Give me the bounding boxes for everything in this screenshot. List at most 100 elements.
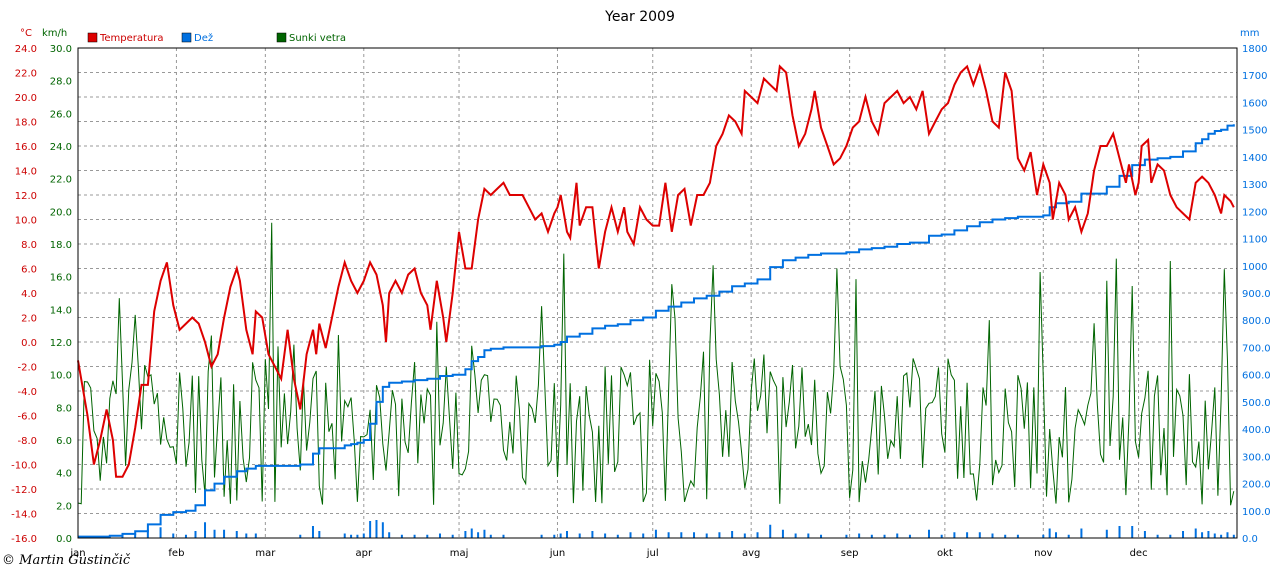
rain-daily-bar: [159, 527, 162, 538]
left-axis-unit-temp: °C: [20, 28, 32, 39]
rain-daily-bar: [540, 534, 543, 538]
rain-daily-bar: [1067, 534, 1070, 538]
rain-tick-label: 100.0: [1242, 507, 1271, 518]
month-tick-label: avg: [742, 548, 760, 559]
rain-tick-label: 1400: [1242, 153, 1267, 164]
rain-daily-bar: [362, 533, 365, 538]
wind-tick-label: 4.0: [56, 469, 72, 480]
rain-daily-bar: [1194, 528, 1197, 538]
rain-daily-bar: [953, 532, 956, 538]
month-tick-label: mar: [255, 548, 276, 559]
rain-daily-bar: [718, 532, 721, 538]
rain-daily-bar: [629, 532, 632, 538]
rain-daily-bar: [1105, 529, 1108, 538]
wind-tick-label: 28.0: [50, 77, 72, 88]
wind-tick-label: 6.0: [56, 436, 72, 447]
legend-rain-swatch: [181, 32, 192, 43]
rain-daily-bar: [375, 520, 378, 538]
rain-daily-bar: [146, 529, 149, 538]
wind-tick-label: 16.0: [50, 273, 72, 284]
rain-daily-bar: [254, 533, 257, 538]
rain-daily-bar: [781, 529, 784, 538]
legend-rain-label: Dež: [194, 32, 213, 44]
rain-tick-label: 300.0: [1242, 452, 1271, 463]
rain-daily-bar: [400, 534, 403, 538]
rain-daily-bar: [553, 534, 556, 538]
legend-temp-swatch: [87, 32, 98, 43]
rain-daily-bar: [883, 534, 886, 538]
rain-daily-bar: [502, 534, 505, 538]
chart-title: Year 2009: [604, 9, 675, 25]
rain-daily-bar: [667, 532, 670, 538]
wind-tick-label: 0.0: [56, 534, 72, 545]
rain-tick-label: 500.0: [1242, 398, 1271, 409]
temp-tick-label: 10.0: [15, 216, 37, 227]
rain-daily-bar: [245, 533, 248, 538]
temp-tick-label: 16.0: [15, 142, 37, 153]
temp-tick-label: 8.0: [21, 240, 37, 251]
temp-tick-label: 14.0: [15, 167, 37, 178]
temp-tick-label: 12.0: [15, 191, 37, 202]
rain-daily-bar: [194, 531, 197, 538]
month-tick-label: jun: [549, 548, 565, 559]
rain-daily-bar: [1080, 528, 1083, 538]
rain-daily-bar: [991, 533, 994, 538]
month-tick-label: sep: [841, 548, 859, 559]
temp-tick-label: -2.0: [17, 363, 37, 374]
rain-tick-label: 1700: [1242, 71, 1267, 82]
legend-wind-swatch: [276, 32, 287, 43]
wind-tick-label: 10.0: [50, 371, 72, 382]
wind-tick-label: 20.0: [50, 207, 72, 218]
rain-tick-label: 200.0: [1242, 480, 1271, 491]
rain-daily-bar: [1232, 534, 1235, 538]
rain-daily-bar: [343, 533, 346, 538]
rain-tick-label: 1100: [1242, 235, 1267, 246]
temp-tick-label: -4.0: [17, 387, 37, 398]
wind-series-group: [77, 222, 1235, 506]
rain-daily-bar: [1042, 534, 1045, 538]
rain-daily-bar: [299, 534, 302, 538]
rain-daily-bar: [1226, 532, 1229, 538]
temp-tick-label: 6.0: [21, 265, 37, 276]
rain-tick-label: 400.0: [1242, 425, 1271, 436]
rain-tick-label: 700.0: [1242, 343, 1271, 354]
rain-daily-bar: [464, 531, 467, 538]
wind-tick-label: 12.0: [50, 338, 72, 349]
rain-tick-label: 600.0: [1242, 371, 1271, 382]
wind-tick-label: 18.0: [50, 240, 72, 251]
legend-temp-label: Temperatura: [99, 33, 164, 44]
rain-tick-label: 1200: [1242, 207, 1267, 218]
temp-tick-label: 0.0: [21, 338, 37, 349]
wind-tick-label: 8.0: [56, 403, 72, 414]
copyright-text: © Martin Gustinčič: [2, 553, 131, 568]
rain-daily-bar: [1156, 534, 1159, 538]
rain-daily-bar: [642, 533, 645, 538]
axes-group: 24.0 22.0 20.0 18.0 16.0 14.0 12.0 10.0 8.0 6.0 4.…: [11, 44, 1271, 559]
month-tick-label: jan: [69, 548, 85, 559]
rain-daily-bar: [311, 526, 314, 538]
series-group: [77, 62, 1235, 538]
rain-tick-label: 1800: [1242, 44, 1267, 55]
left-axis-unit-wind: km/h: [42, 28, 67, 39]
rain-daily-bar: [940, 534, 943, 538]
rain-daily-bar: [204, 522, 207, 538]
temp-tick-label: 22.0: [15, 69, 37, 80]
wind-tick-label: 14.0: [50, 305, 72, 316]
rain-daily-bar: [451, 534, 454, 538]
temp-tick-label: 4.0: [21, 289, 37, 300]
rain-daily-bar: [908, 534, 911, 538]
rain-daily-bar: [845, 534, 848, 538]
rain-daily-bar: [693, 532, 696, 538]
month-tick-label: apr: [355, 548, 372, 559]
rain-daily-bar: [1143, 531, 1146, 538]
rain-daily-bar: [756, 532, 759, 538]
rain-daily-bar: [172, 533, 175, 538]
rain-daily-bar: [807, 533, 810, 538]
rain-daily-bar: [794, 533, 797, 538]
rain-daily-bar: [388, 532, 391, 538]
temp-tick-label: -16.0: [11, 534, 37, 545]
month-tick-label: feb: [168, 548, 184, 559]
rain-daily-bar: [680, 532, 683, 538]
rain-daily-bar: [578, 533, 581, 538]
